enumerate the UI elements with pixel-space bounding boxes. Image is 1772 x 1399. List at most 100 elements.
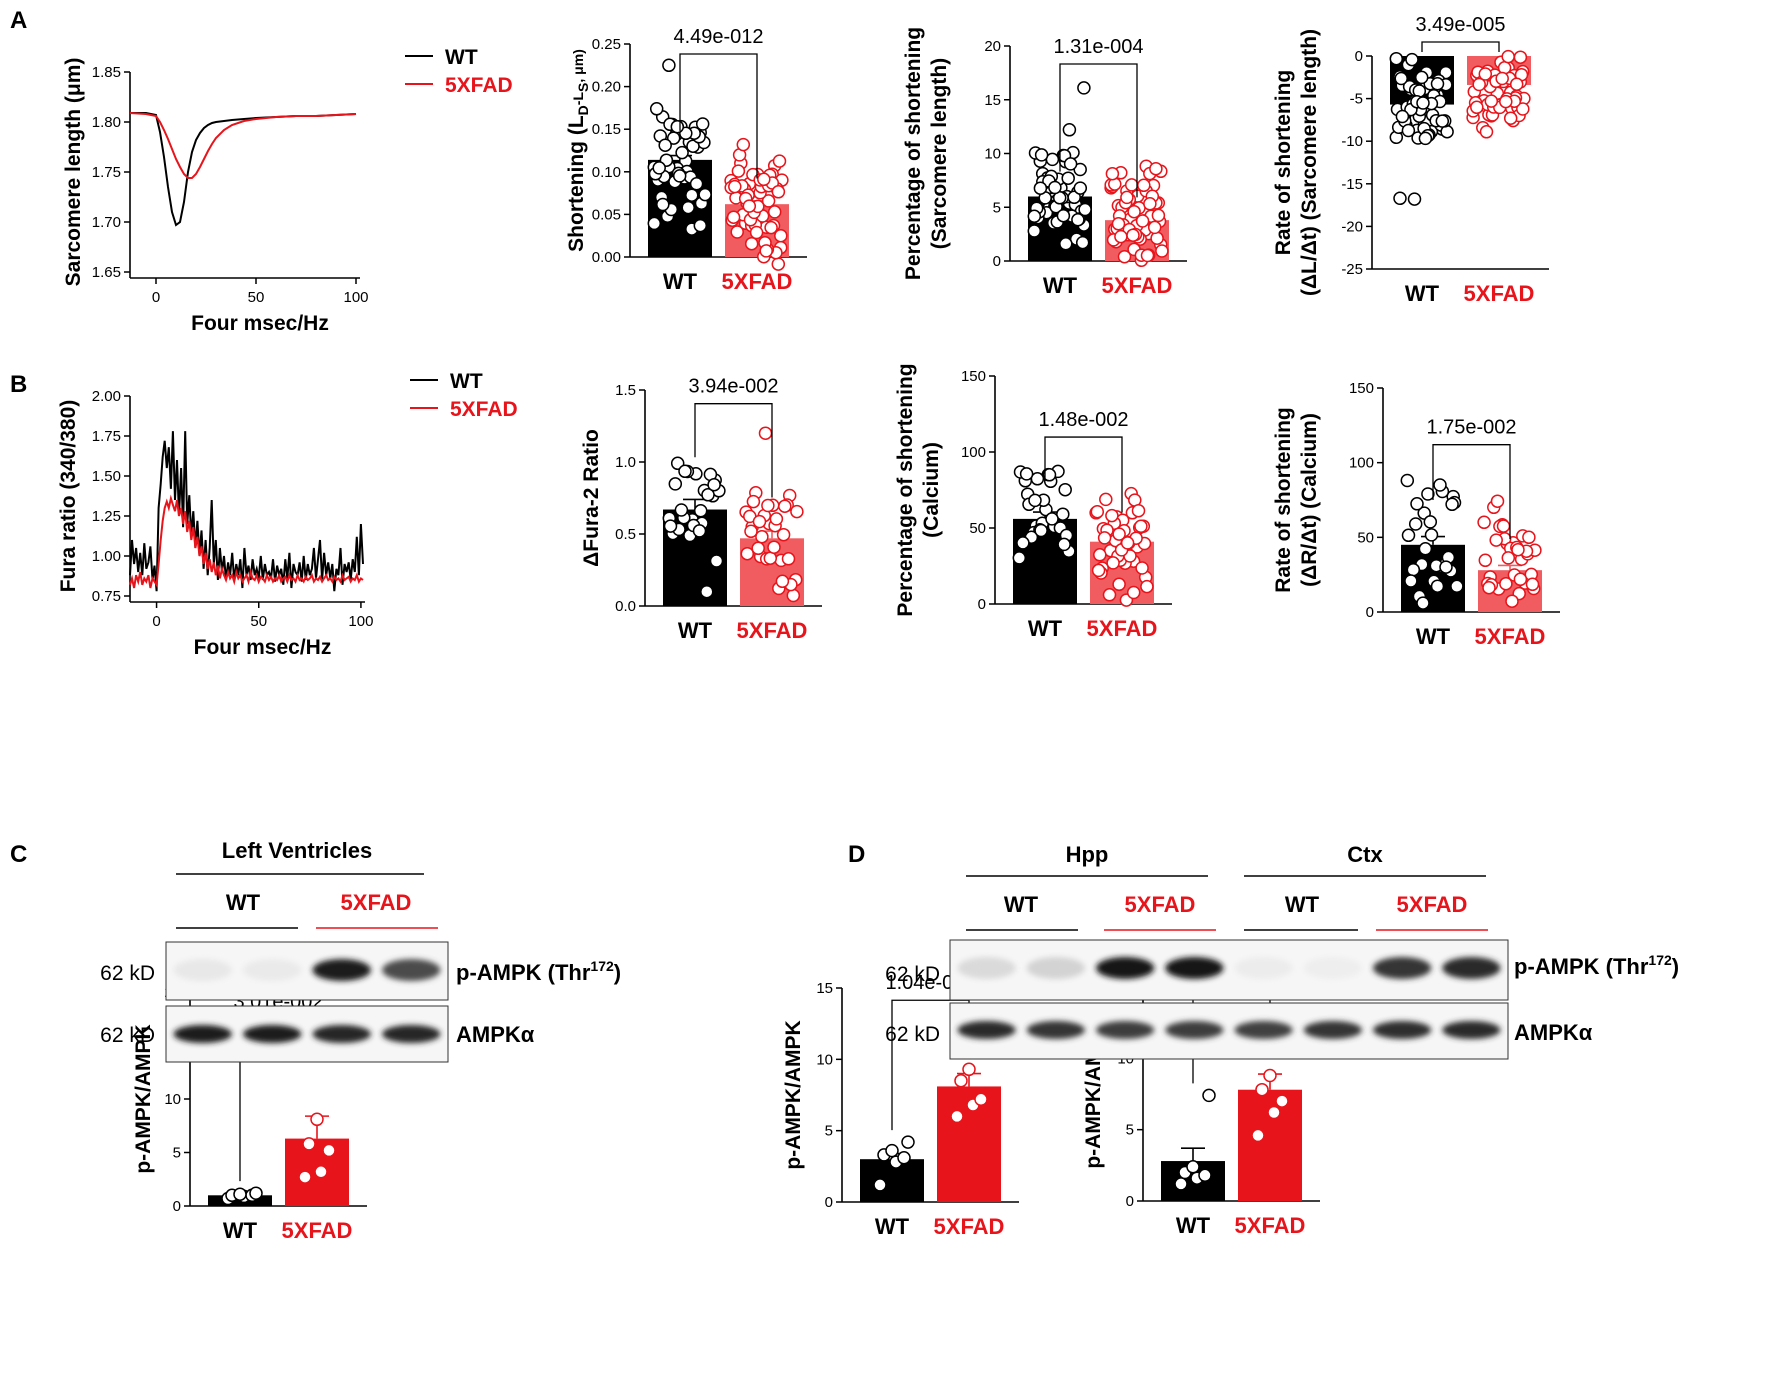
data-point <box>302 1137 316 1151</box>
category-label: 5XFAD <box>934 1214 1005 1239</box>
data-point <box>767 205 782 219</box>
data-point <box>1275 1094 1289 1108</box>
p-value-label: 1.75e-002 <box>1426 417 1516 439</box>
blot-c-row1-kd: 62 kD <box>100 962 155 985</box>
y-axis-label: (Sarcomere length) <box>928 58 951 249</box>
data-point <box>1077 81 1091 95</box>
data-point <box>674 503 689 517</box>
significance-bracket <box>1044 436 1123 513</box>
y-axis-label: Percentage of shortening <box>902 27 925 280</box>
y-tick-label: 10 <box>984 146 1001 163</box>
data-point <box>652 161 666 175</box>
y-tick-label: 1.00 <box>92 548 121 565</box>
data-point <box>1406 562 1421 577</box>
data-point <box>1430 77 1445 91</box>
blot-band <box>243 959 302 981</box>
data-point <box>322 1143 336 1158</box>
y-tick-label: 1.50 <box>92 468 121 485</box>
category-label: 5XFAD <box>1102 273 1173 298</box>
category-label: WT <box>678 618 713 643</box>
data-point <box>873 1178 887 1192</box>
data-point <box>1134 519 1148 534</box>
data-point <box>698 187 712 202</box>
y-tick-label: 50 <box>1357 529 1374 546</box>
y-axis-label: Rate of shortening <box>1272 407 1295 593</box>
data-point <box>658 138 672 152</box>
chart-fura-ratio: 0.0 0.5 1.0 1.5 ΔFura-2 Ratio WT 5XFAD 3.94e-00… <box>580 376 822 643</box>
blot-band <box>173 1025 232 1043</box>
category-label: WT <box>1405 281 1440 306</box>
data-point <box>1416 596 1430 610</box>
data-point <box>1389 51 1404 66</box>
data-point <box>1149 161 1163 176</box>
panel-label-b: B <box>10 371 27 398</box>
series-line-5xfad <box>129 112 357 179</box>
y-axis-label: (ΔL/Δt) (Sarcomere length) <box>1298 29 1321 296</box>
data-point <box>736 137 751 152</box>
p-value-label: 3.49e-005 <box>1415 14 1505 36</box>
data-point <box>1135 214 1150 228</box>
blot-c-row1-label: p-AMPK (Thr172) <box>456 958 621 985</box>
data-point <box>1472 77 1486 92</box>
significance-bracket <box>1432 444 1511 540</box>
blot-c-row2-kd: 62 kD <box>100 1024 155 1047</box>
data-point <box>1478 67 1493 81</box>
blot-d-group-xfad-1: 5XFAD <box>1125 892 1196 917</box>
data-point <box>1423 515 1438 529</box>
blot-c-row2-label: AMPKα <box>456 1022 535 1047</box>
data-point <box>695 117 710 131</box>
category-label: 5XFAD <box>1087 616 1158 641</box>
y-tick-label: -15 <box>1341 176 1363 193</box>
data-point <box>746 494 761 509</box>
y-tick-label: 0.05 <box>592 206 621 223</box>
data-point <box>1482 580 1496 595</box>
data-point <box>670 119 685 134</box>
data-point <box>1061 171 1075 185</box>
blot-band <box>243 1025 302 1043</box>
data-point <box>686 139 700 153</box>
y-axis-label: p-AMPK/AMPK <box>782 1020 805 1169</box>
x-axis-label: Four msec/Hz <box>194 636 332 659</box>
data-point <box>1202 1088 1216 1103</box>
data-point <box>663 519 678 533</box>
blot-band <box>1373 957 1432 979</box>
data-point <box>950 1109 964 1124</box>
data-point <box>298 1170 312 1184</box>
data-point <box>1479 125 1494 139</box>
y-tick-label: 1.0 <box>615 454 636 471</box>
y-tick-label: 150 <box>1349 380 1374 397</box>
data-point <box>761 194 776 208</box>
western-blot-c: Left Ventricles WT 5XFAD 62 kD 62 kD p-A… <box>100 838 621 1063</box>
data-point <box>700 584 714 599</box>
data-point <box>1450 579 1464 594</box>
data-point <box>1034 148 1049 162</box>
data-point <box>1478 553 1493 568</box>
data-point <box>1267 1105 1281 1120</box>
data-point <box>1251 1128 1265 1143</box>
data-point <box>1414 70 1429 85</box>
panel-label-a: A <box>10 7 27 34</box>
chart-fura-trace: 0.75 1.00 1.25 1.50 1.75 2.00 0 50 100 Four msec/… <box>57 370 518 659</box>
p-value-label: 1.31e-004 <box>1053 36 1143 58</box>
data-point <box>1112 577 1126 592</box>
y-tick-label: 100 <box>961 444 986 461</box>
data-point <box>692 524 707 538</box>
data-point <box>1124 178 1139 192</box>
significance-bracket <box>694 403 773 498</box>
data-point <box>1143 197 1157 211</box>
data-point <box>1126 228 1140 242</box>
data-point <box>249 1186 263 1200</box>
y-tick-label: 1.75 <box>92 428 121 445</box>
data-point <box>742 199 757 213</box>
data-point <box>693 218 708 233</box>
data-point <box>1016 536 1030 550</box>
panel-label-d: D <box>848 841 865 868</box>
x-tick-label: 50 <box>250 613 267 630</box>
data-point <box>1137 178 1151 193</box>
blot-band <box>1165 1021 1224 1039</box>
data-point <box>1067 190 1081 205</box>
blot-d-group-wt-1: WT <box>1004 892 1039 917</box>
data-point <box>681 200 695 215</box>
